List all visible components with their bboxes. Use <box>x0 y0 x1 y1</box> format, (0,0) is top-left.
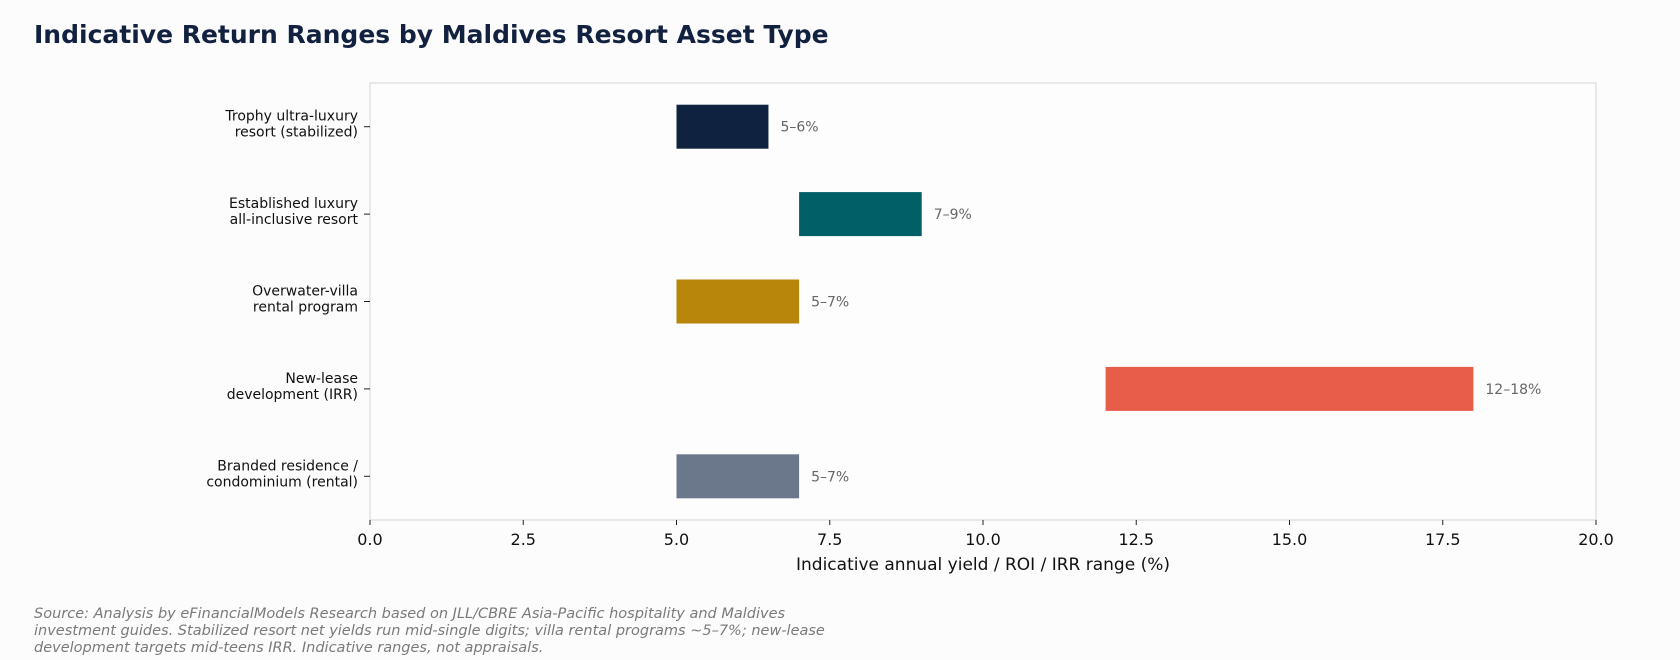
range-bar <box>1105 366 1474 411</box>
x-tick-label: 0.0 <box>357 530 382 549</box>
x-tick-label: 10.0 <box>965 530 1001 549</box>
category-label: Established luxury <box>229 196 358 212</box>
range-bar <box>799 192 922 237</box>
range-data-label: 12–18% <box>1485 382 1541 398</box>
x-axis-label: Indicative annual yield / ROI / IRR rang… <box>796 555 1170 575</box>
category-label: Overwater-villa <box>252 284 358 300</box>
source-note: Source: Analysis by eFinancialModels Res… <box>34 606 825 656</box>
range-data-label: 5–6% <box>780 120 818 136</box>
plot-frame <box>369 82 1597 521</box>
x-tick-label: 20.0 <box>1578 530 1614 549</box>
range-data-label: 5–7% <box>811 295 849 311</box>
x-tick-label: 7.5 <box>817 530 842 549</box>
category-label: New-lease <box>285 371 358 387</box>
category-label: condominium (rental) <box>206 474 358 490</box>
category-label: Branded residence / <box>217 458 358 474</box>
range-bar <box>676 104 769 149</box>
range-bar <box>676 279 800 324</box>
category-label: rental program <box>253 300 358 316</box>
x-tick-label: 15.0 <box>1272 530 1308 549</box>
x-tick-label: 5.0 <box>664 530 689 549</box>
range-data-label: 5–7% <box>811 469 849 485</box>
x-tick-label: 2.5 <box>511 530 536 549</box>
x-tick-label: 17.5 <box>1425 530 1461 549</box>
category-label: Trophy ultra-luxury <box>224 109 358 125</box>
range-data-label: 7–9% <box>934 207 972 223</box>
chart-title: Indicative Return Ranges by Maldives Res… <box>34 20 829 49</box>
category-label: resort (stabilized) <box>235 125 358 141</box>
category-label: development (IRR) <box>227 387 358 403</box>
x-tick-label: 12.5 <box>1118 530 1154 549</box>
category-label: all-inclusive resort <box>230 212 359 228</box>
range-bar <box>676 454 800 499</box>
